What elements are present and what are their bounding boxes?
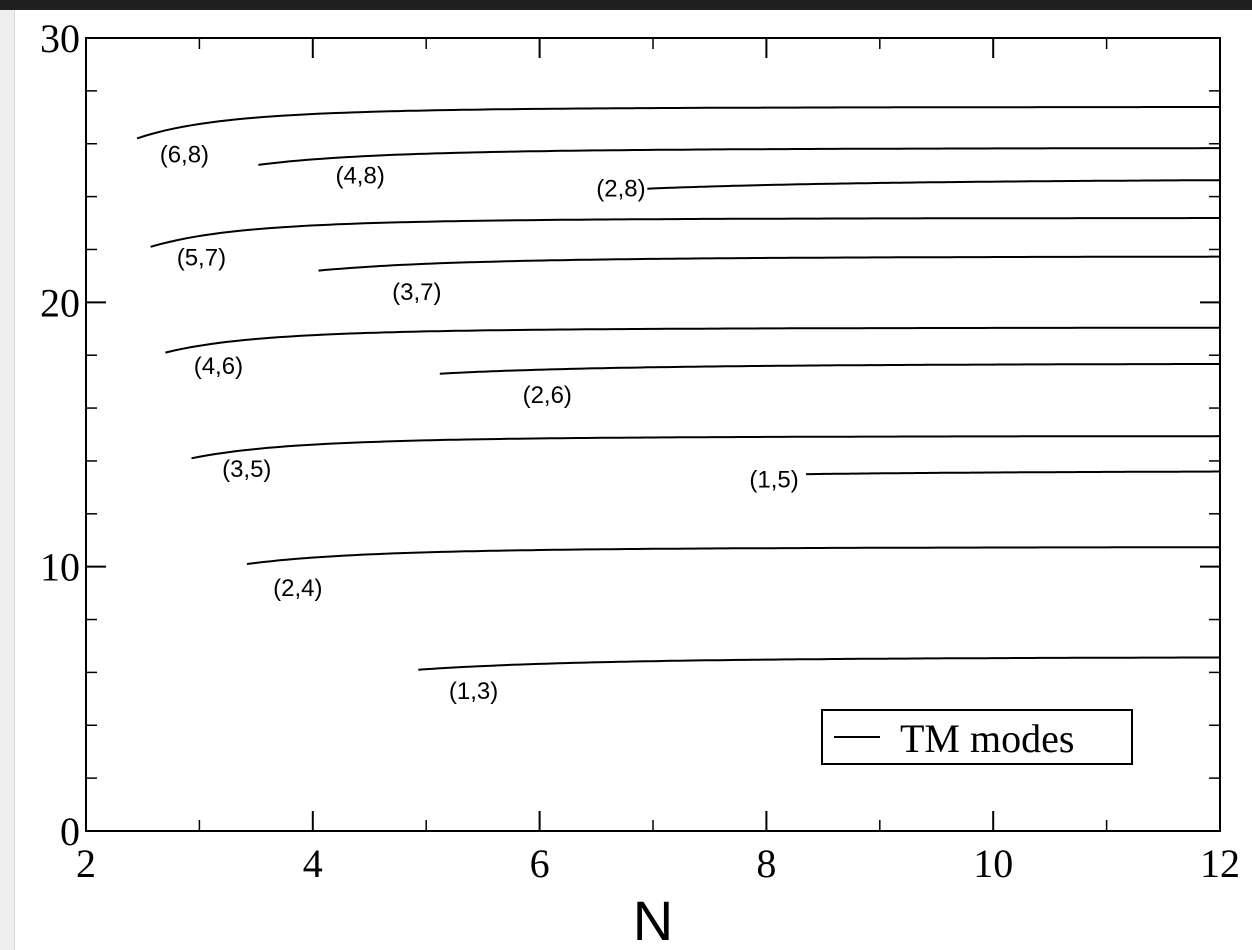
legend-box — [821, 709, 1133, 765]
left-edge-strip — [0, 10, 15, 950]
mode-label: (2,4) — [273, 575, 322, 602]
legend: TM modes — [821, 709, 1133, 765]
mode-curve — [165, 326, 1220, 354]
mode-label: (6,8) — [160, 141, 209, 168]
mode-label: (5,7) — [177, 244, 226, 271]
mode-curve — [806, 470, 1220, 476]
mode-curve — [150, 217, 1220, 248]
minor-ticks — [86, 38, 1220, 831]
mode-curve — [246, 546, 1220, 565]
mode-curve — [136, 106, 1220, 140]
mode-curve — [418, 656, 1220, 671]
y-tick-label: 0 — [60, 809, 80, 854]
mode-label: (3,7) — [392, 279, 441, 306]
mode-curve — [647, 179, 1220, 190]
legend-label: TM modes — [900, 716, 1074, 761]
y-tick-label: 10 — [40, 545, 80, 590]
x-tick-label: 10 — [973, 841, 1013, 886]
mode-labels: (1,3) (2,4) (1,5) (3,5) (2,6) (4,6) (3,7) (5,7)… — [160, 141, 799, 705]
mode-label: (4,8) — [335, 162, 384, 189]
mode-curve — [318, 255, 1220, 272]
top-border-bar — [0, 0, 1252, 10]
x-tick-label: 8 — [756, 841, 776, 886]
mode-curve — [439, 363, 1220, 375]
y-tick-label: 20 — [40, 280, 80, 325]
mode-label: (4,6) — [194, 353, 243, 380]
plot-frame — [85, 37, 1221, 832]
tick-labels: 2 4 6 8 10 12 0 10 20 30 — [40, 16, 1240, 886]
mode-label: (2,6) — [523, 382, 572, 409]
mode-curve — [258, 147, 1220, 166]
mode-label: (2,8) — [596, 176, 645, 203]
y-tick-label: 30 — [40, 16, 80, 61]
x-tick-label: 2 — [76, 841, 96, 886]
mode-curve — [191, 435, 1221, 460]
x-tick-label: 6 — [530, 841, 550, 886]
mode-label: (1,3) — [449, 678, 498, 705]
mode-label: (1,5) — [749, 466, 798, 493]
x-tick-label: 4 — [303, 841, 323, 886]
series-layer — [136, 106, 1221, 671]
x-tick-label: 12 — [1200, 841, 1240, 886]
x-axis-title: N — [633, 889, 673, 950]
mode-label: (3,5) — [222, 456, 271, 483]
